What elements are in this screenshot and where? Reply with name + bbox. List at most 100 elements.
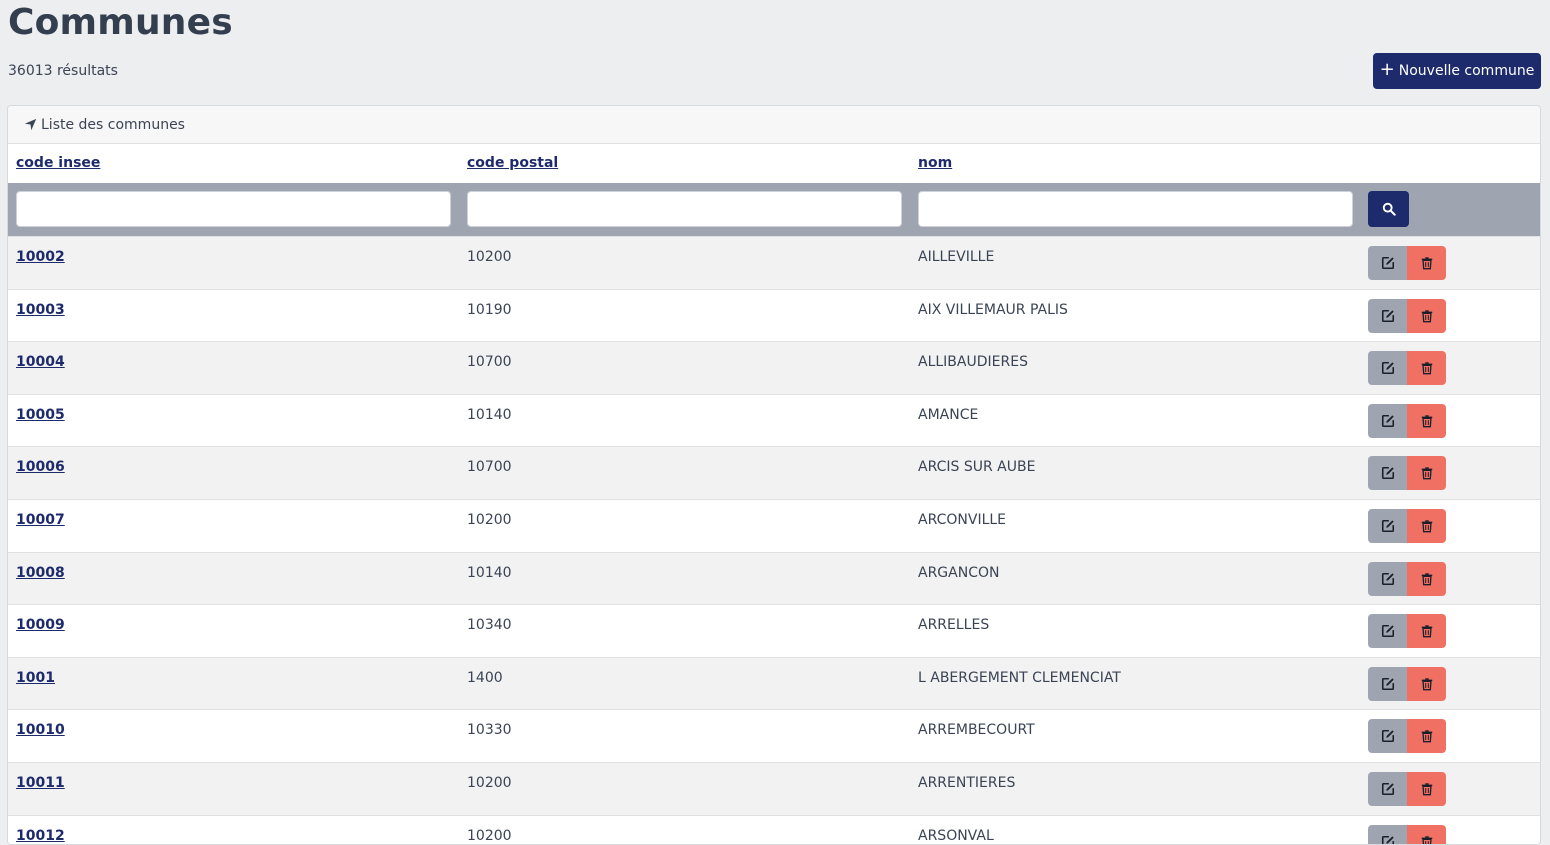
delete-button[interactable] bbox=[1407, 456, 1446, 491]
delete-button[interactable] bbox=[1407, 824, 1446, 844]
code-insee-link[interactable]: 10011 bbox=[16, 774, 65, 791]
code-insee-link[interactable]: 10006 bbox=[16, 459, 65, 476]
edit-button[interactable] bbox=[1368, 351, 1407, 386]
delete-button[interactable] bbox=[1407, 614, 1446, 649]
table-header: code insee code postal nom bbox=[8, 144, 1540, 183]
delete-button[interactable] bbox=[1407, 771, 1446, 806]
delete-button[interactable] bbox=[1407, 403, 1446, 438]
search-button[interactable] bbox=[1368, 191, 1409, 227]
column-header-nom[interactable]: nom bbox=[918, 155, 953, 171]
edit-button[interactable] bbox=[1368, 246, 1407, 280]
table-body: 10002 10200 AILLEVILLE 10003 bbox=[8, 236, 1540, 844]
code-insee-link[interactable]: 10005 bbox=[16, 406, 65, 423]
edit-button[interactable] bbox=[1368, 298, 1407, 333]
edit-icon bbox=[1381, 256, 1394, 270]
code-postal-cell: 10200 bbox=[467, 827, 512, 844]
delete-button[interactable] bbox=[1407, 298, 1446, 333]
edit-button[interactable] bbox=[1368, 666, 1407, 701]
table-row: 10005 10140 AMANCE bbox=[8, 393, 1540, 447]
row-actions bbox=[1368, 246, 1446, 280]
edit-button[interactable] bbox=[1368, 719, 1407, 754]
edit-icon bbox=[1381, 730, 1394, 743]
code-insee-link[interactable]: 10002 bbox=[16, 249, 65, 265]
code-insee-link[interactable]: 10010 bbox=[16, 722, 65, 739]
table-row: 10010 10330 ARREMBECOURT bbox=[8, 709, 1540, 762]
edit-button[interactable] bbox=[1368, 508, 1407, 543]
edit-button[interactable] bbox=[1368, 824, 1407, 844]
column-header-code-postal[interactable]: code postal bbox=[467, 155, 559, 171]
communes-card: Liste des communes code insee code posta… bbox=[7, 105, 1541, 845]
delete-button[interactable] bbox=[1407, 351, 1446, 386]
trash-icon bbox=[1421, 257, 1432, 270]
code-postal-cell: 10340 bbox=[467, 617, 512, 634]
search-icon bbox=[1382, 202, 1396, 216]
filter-nom-input[interactable] bbox=[918, 191, 1353, 227]
delete-button[interactable] bbox=[1407, 719, 1446, 754]
nom-cell: AIX VILLEMAUR PALIS bbox=[918, 301, 1068, 318]
new-commune-button-label: Nouvelle commune bbox=[1398, 63, 1535, 79]
row-actions bbox=[1368, 614, 1446, 649]
edit-icon bbox=[1381, 782, 1394, 795]
trash-icon bbox=[1421, 678, 1432, 691]
row-actions bbox=[1368, 719, 1446, 754]
code-postal-cell: 1400 bbox=[467, 669, 503, 686]
table-row: 10003 10190 AIX VILLEMAUR PALIS bbox=[8, 288, 1540, 342]
edit-icon bbox=[1381, 677, 1394, 690]
table-row: 1001 1400 L ABERGEMENT CLEMENCIAT bbox=[8, 656, 1540, 710]
result-count: 36013 résultats bbox=[8, 63, 118, 79]
edit-icon bbox=[1381, 467, 1394, 480]
code-insee-link[interactable]: 10009 bbox=[16, 617, 65, 634]
card-header: Liste des communes bbox=[8, 106, 1540, 144]
nom-cell: ARCIS SUR AUBE bbox=[918, 459, 1036, 476]
row-actions bbox=[1368, 508, 1446, 543]
delete-button[interactable] bbox=[1407, 508, 1446, 543]
row-actions bbox=[1368, 298, 1446, 333]
row-actions bbox=[1368, 403, 1446, 438]
row-actions bbox=[1368, 351, 1446, 386]
delete-button[interactable] bbox=[1407, 246, 1446, 280]
code-postal-cell: 10700 bbox=[467, 354, 512, 371]
new-commune-button[interactable]: + Nouvelle commune bbox=[1373, 53, 1541, 89]
code-insee-link[interactable]: 10008 bbox=[16, 564, 65, 581]
code-insee-link[interactable]: 10007 bbox=[16, 511, 65, 528]
plus-icon: + bbox=[1379, 59, 1395, 80]
code-insee-link[interactable]: 10003 bbox=[16, 301, 65, 318]
code-postal-cell: 10200 bbox=[467, 511, 512, 528]
page-title: Communes bbox=[8, 2, 233, 43]
column-header-code-insee[interactable]: code insee bbox=[16, 155, 101, 171]
row-actions bbox=[1368, 456, 1446, 491]
edit-button[interactable] bbox=[1368, 614, 1407, 649]
trash-icon bbox=[1421, 572, 1432, 585]
nom-cell: ARGANCON bbox=[918, 564, 1000, 581]
edit-button[interactable] bbox=[1368, 771, 1407, 806]
card-title: Liste des communes bbox=[41, 116, 185, 133]
filter-code-postal-input[interactable] bbox=[467, 191, 902, 227]
delete-button[interactable] bbox=[1407, 666, 1446, 701]
table-row: 10006 10700 ARCIS SUR AUBE bbox=[8, 446, 1540, 499]
row-actions bbox=[1368, 771, 1446, 806]
row-actions bbox=[1368, 824, 1446, 844]
trash-icon bbox=[1421, 362, 1432, 375]
nom-cell: AILLEVILLE bbox=[918, 249, 995, 265]
nom-cell: L ABERGEMENT CLEMENCIAT bbox=[918, 669, 1121, 686]
delete-button[interactable] bbox=[1407, 561, 1446, 596]
trash-icon bbox=[1421, 467, 1432, 480]
code-insee-link[interactable]: 1001 bbox=[16, 669, 55, 686]
edit-button[interactable] bbox=[1368, 561, 1407, 596]
trash-icon bbox=[1421, 309, 1432, 322]
edit-button[interactable] bbox=[1368, 456, 1407, 491]
code-postal-cell: 10140 bbox=[467, 406, 512, 423]
edit-icon bbox=[1381, 835, 1394, 844]
trash-icon bbox=[1421, 835, 1432, 844]
code-postal-cell: 10140 bbox=[467, 564, 512, 581]
edit-button[interactable] bbox=[1368, 403, 1407, 438]
filter-code-insee-input[interactable] bbox=[16, 191, 451, 227]
table-row: 10007 10200 ARCONVILLE bbox=[8, 498, 1540, 552]
nom-cell: ALLIBAUDIERES bbox=[918, 354, 1028, 371]
table-row: 10012 10200 ARSONVAL bbox=[8, 814, 1540, 844]
trash-icon bbox=[1421, 783, 1432, 796]
edit-icon bbox=[1381, 309, 1394, 322]
table-row: 10004 10700 ALLIBAUDIERES bbox=[8, 341, 1540, 394]
code-insee-link[interactable]: 10004 bbox=[16, 354, 65, 371]
code-insee-link[interactable]: 10012 bbox=[16, 827, 65, 844]
